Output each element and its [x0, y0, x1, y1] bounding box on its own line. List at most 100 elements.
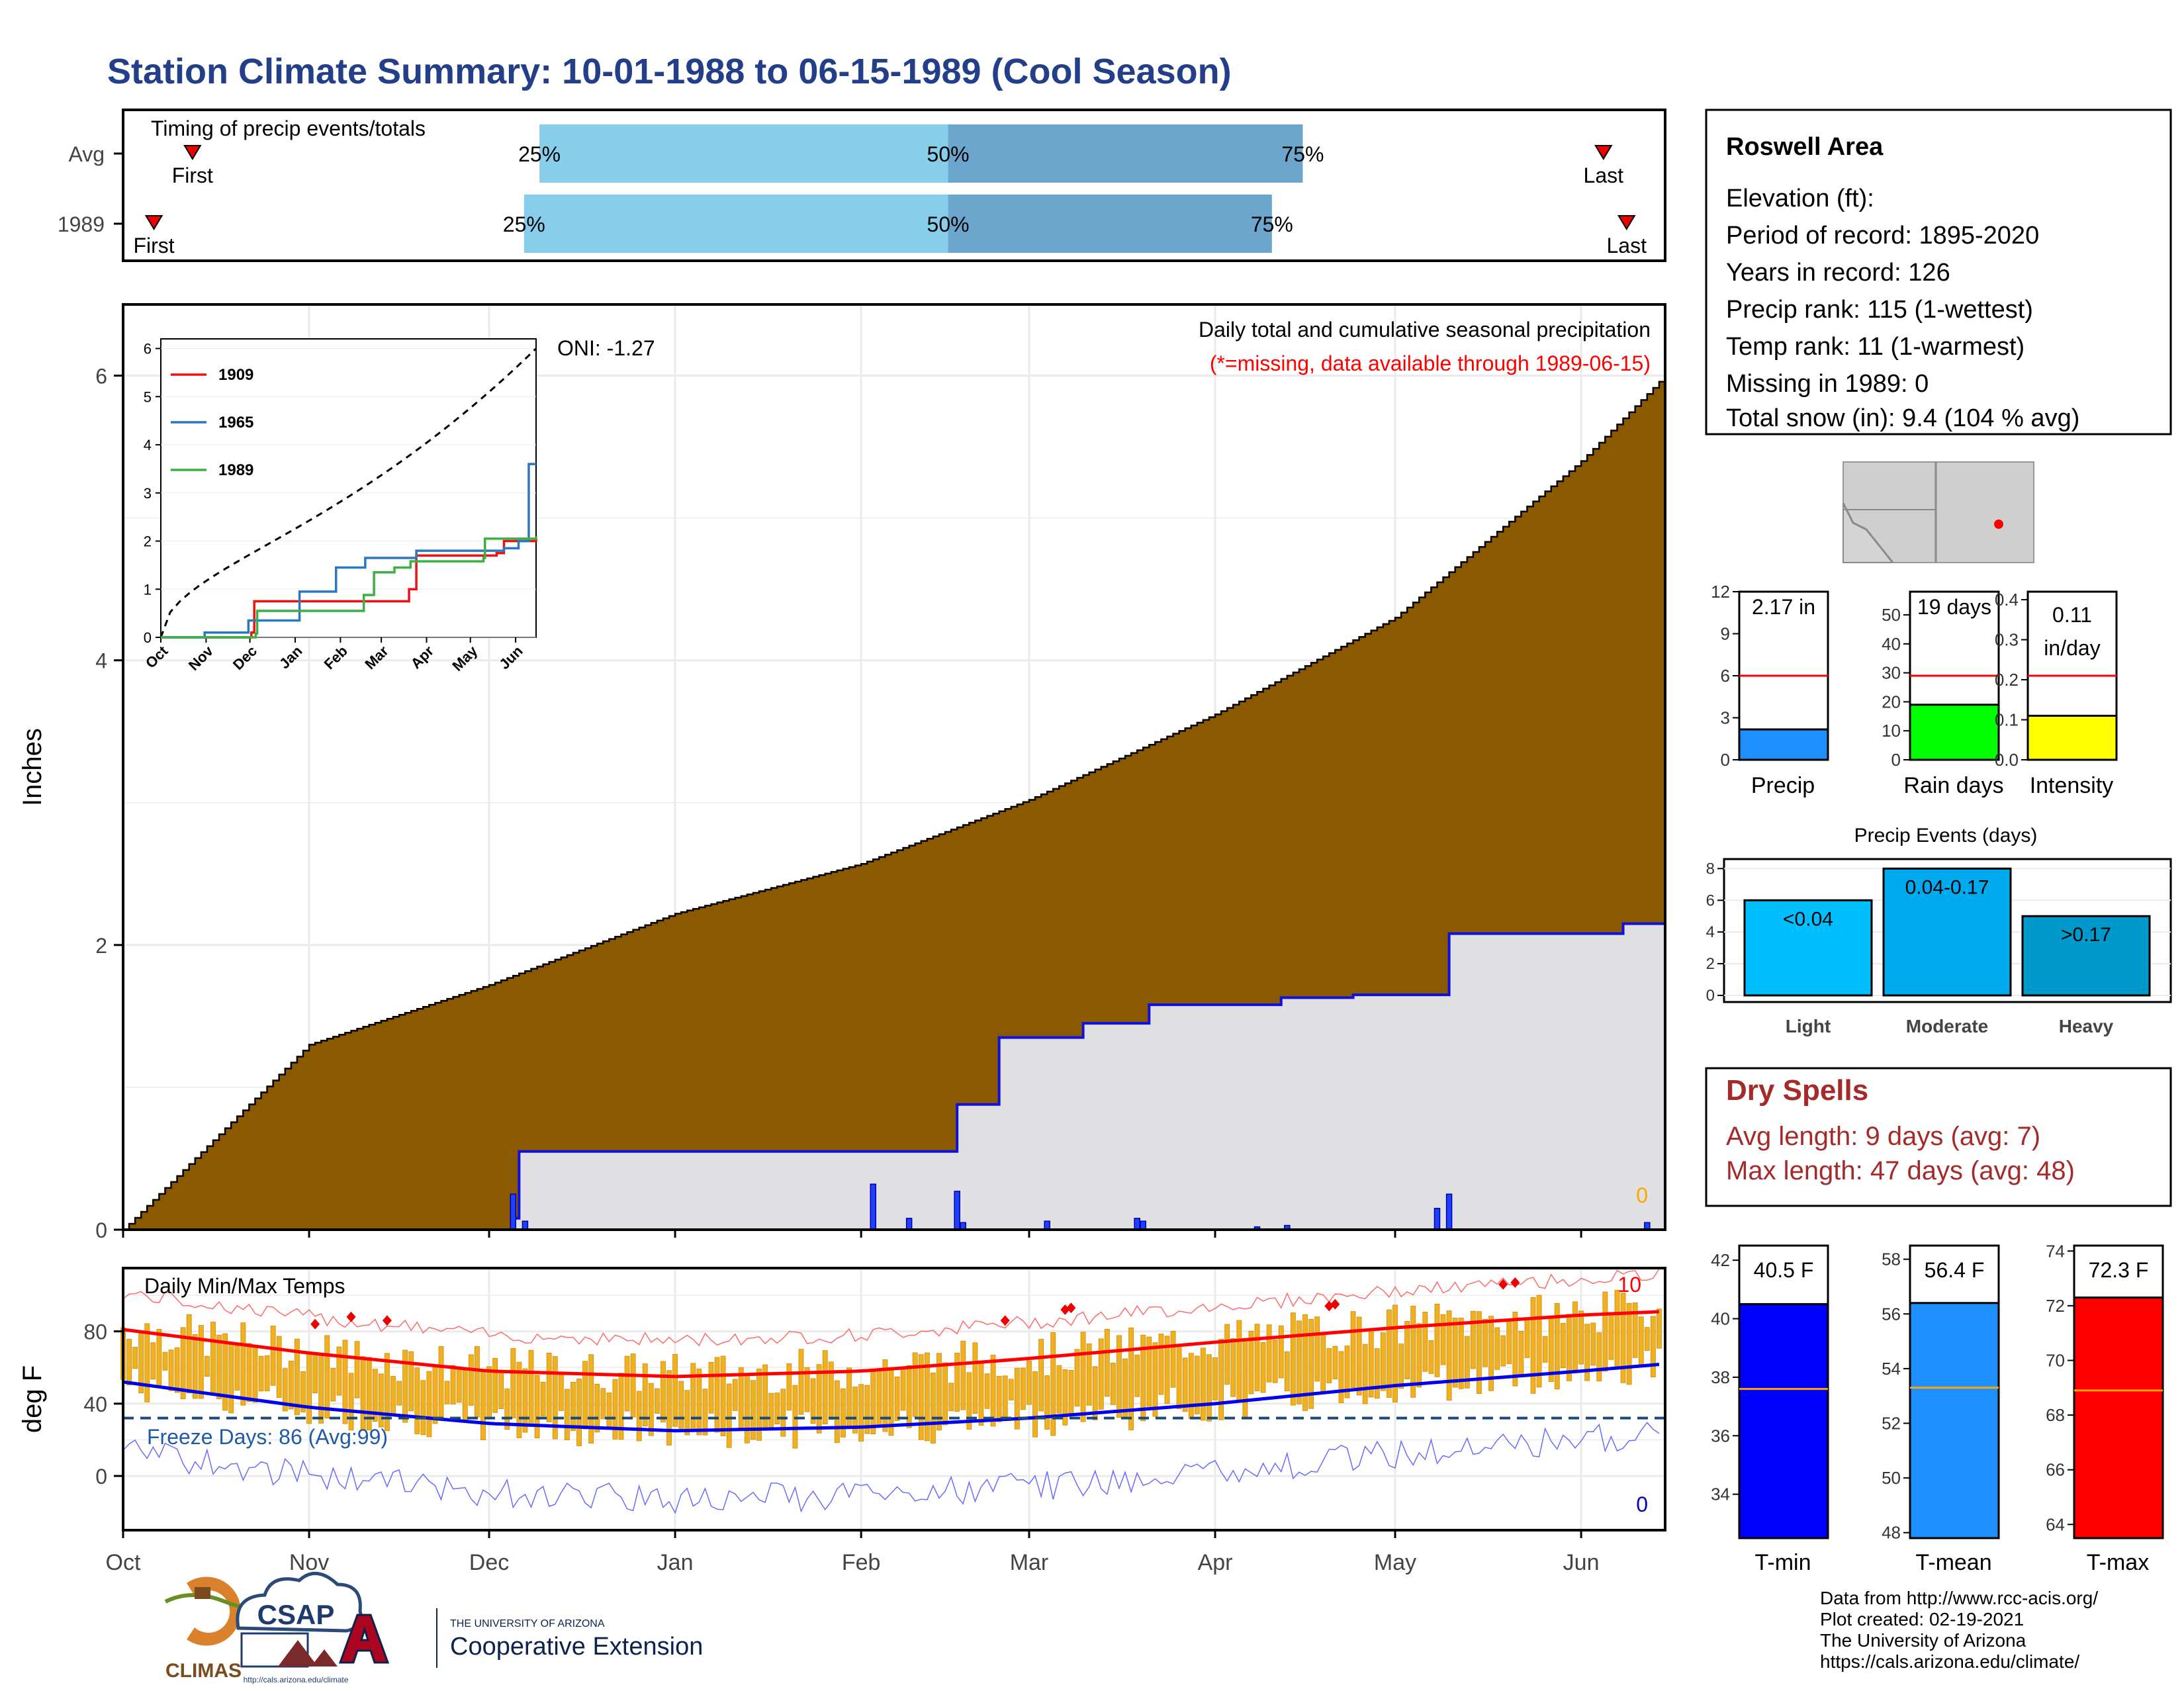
- timing-bar-late: [948, 195, 1272, 253]
- timing-last-marker: [1617, 215, 1636, 230]
- temp-gauge-ytick-label: 74: [2046, 1241, 2065, 1261]
- footer-source: Data from http://www.rcc-acis.org/: [1820, 1588, 2098, 1608]
- dry-spells-max: Max length: 47 days (avg: 48): [1726, 1156, 2075, 1185]
- events-bar-heavy: [2021, 915, 2151, 997]
- timing-first-label: First: [172, 163, 213, 187]
- gauge-ytick-label: 6: [1721, 666, 1730, 686]
- temp-gauge-value-tmean: 56.4 F: [1925, 1258, 1985, 1282]
- temp-gauge-value-tmin: 40.5 F: [1754, 1258, 1814, 1282]
- gauge-ytick-label: 0: [1721, 750, 1730, 770]
- record-high-marker: [382, 1315, 392, 1326]
- page-title: Station Climate Summary: 10-01-1988 to 0…: [107, 52, 1232, 91]
- inset-series-1965: [161, 463, 536, 639]
- footer-url: https://cals.arizona.edu/climate/: [1820, 1651, 2079, 1672]
- inset-ytick-label: 6: [144, 341, 152, 357]
- timing-last-marker: [1594, 145, 1613, 160]
- station-snow: Total snow (in): 9.4 (104 % avg): [1726, 404, 2079, 432]
- avg-min-temp-line: [122, 1363, 1660, 1433]
- timing-row-label: Avg: [68, 142, 105, 166]
- footer-university: The University of Arizona: [1820, 1630, 2026, 1651]
- timing-last-label: Last: [1607, 234, 1647, 257]
- ua-big-text: Cooperative Extension: [450, 1633, 703, 1661]
- inset-ytick-label: 1: [144, 581, 152, 598]
- gauge-ytick-label: 0: [1891, 750, 1901, 770]
- record-high-marker: [1066, 1303, 1076, 1314]
- gauge-value-precip: 2.17 in: [1752, 595, 1815, 619]
- temp-series: [120, 1268, 1665, 1514]
- gauge-value-intensity: 0.11: [2052, 603, 2092, 627]
- temp-gauge-value-tmax: 72.3 F: [2089, 1258, 2149, 1282]
- month-label: Feb: [842, 1550, 881, 1575]
- inset-legend-1909: 1909: [218, 366, 253, 384]
- temp-gauge-ytick-label: 70: [2046, 1350, 2065, 1370]
- gauge-ytick-label: 10: [1882, 721, 1901, 741]
- record-high-marker: [1510, 1277, 1520, 1288]
- gauge-bar-intensity: [2026, 714, 2118, 761]
- daily-precip-bar: [1134, 1218, 1140, 1230]
- temp-gauge-ytick-label: 34: [1711, 1485, 1730, 1504]
- temp-gauge-label-tmax: T-max: [2087, 1550, 2149, 1575]
- events-category-label: Light: [1786, 1016, 1831, 1036]
- temp-gauge-ytick-label: 58: [1882, 1250, 1901, 1269]
- gauge-label-raindays: Rain days: [1903, 773, 2003, 798]
- events-ytick-label: 6: [1706, 891, 1715, 909]
- temp-gauge-ytick-label: 66: [2046, 1460, 2065, 1480]
- footer-created: Plot created: 02-19-2021: [1820, 1609, 2024, 1629]
- gauge-value-raindays: 19 days: [1917, 595, 1991, 619]
- gauge-ytick-label: 30: [1882, 663, 1901, 683]
- timing-panel: Timing of precip events/totals Avg 25% 50%…: [58, 109, 1666, 262]
- record-high-marker: [1330, 1299, 1340, 1310]
- gauge-ytick-label: 40: [1882, 634, 1901, 654]
- record-high-marker: [1498, 1279, 1508, 1290]
- min-record-count: 0: [1636, 1492, 1648, 1516]
- events-bar-value: <0.04: [1783, 908, 1833, 930]
- inset-series-1909: [161, 538, 537, 639]
- timing-p50-label: 50%: [927, 212, 970, 236]
- events-ytick-label: 4: [1706, 923, 1715, 941]
- locator-map: [1842, 461, 2034, 563]
- precip-gauges: 0 3 6 9 12 2.17 in Precip 0 10 20 30 40 50 19 days Rai…: [1711, 582, 2118, 798]
- station-missing: Missing in 1989: 0: [1726, 370, 1929, 398]
- timing-p50-label: 50%: [927, 142, 970, 166]
- station-years: Years in record: 126: [1726, 259, 1950, 287]
- dry-spells-title: Dry Spells: [1726, 1074, 1868, 1107]
- month-label: Nov: [289, 1550, 329, 1575]
- month-label: May: [1374, 1550, 1416, 1575]
- csap-logo-text: CSAP: [257, 1599, 335, 1630]
- temp-gauge-label-tmin: T-min: [1755, 1550, 1811, 1575]
- events-bar-value: >0.17: [2061, 924, 2111, 946]
- avg-max-temp-line: [122, 1310, 1660, 1379]
- temp-gauge-ytick-label: 54: [1882, 1359, 1901, 1379]
- temp-gauge-ytick-label: 48: [1882, 1523, 1901, 1543]
- month-axis-labels: Oct Nov Dec Jan Feb Mar Apr May Jun: [106, 1550, 1600, 1575]
- daily-precip-bar: [1445, 1193, 1453, 1230]
- gauge-bar-precip: [1738, 728, 1829, 761]
- gauge-bar-raindays: [1909, 704, 2000, 761]
- temp-gauge-ytick-label: 52: [1882, 1414, 1901, 1434]
- timing-first-marker: [144, 215, 163, 230]
- inset-ytick-label: 2: [144, 533, 152, 550]
- temp-ytick-label: 80: [83, 1320, 107, 1344]
- daily-precip-bar: [1433, 1207, 1441, 1230]
- precip-missing-count: 0: [1636, 1183, 1648, 1207]
- gauge-ytick-label: 3: [1721, 708, 1730, 728]
- timing-bar-early: [539, 124, 948, 183]
- inset-legend-1989: 1989: [218, 461, 253, 479]
- timing-p75-label: 75%: [1281, 142, 1324, 166]
- temp-gauge-bar-tmean: [1909, 1302, 2000, 1539]
- temp-gauges: 34 36 38 40 42 40.5 F T-min 48 50 52 54 56 58 56.4 F T…: [1711, 1241, 2164, 1575]
- temp-frame: [122, 1267, 1666, 1531]
- inset-ytick-label: 0: [144, 629, 152, 646]
- record-high-marker: [346, 1311, 356, 1322]
- dry-spells-box: Dry Spells Avg length: 9 days (avg: 7) M…: [1705, 1067, 2172, 1207]
- timing-bar-early: [523, 195, 948, 253]
- month-label: Jun: [1563, 1550, 1600, 1575]
- gauge-ytick-label: 0.4: [1995, 590, 2019, 610]
- timing-last-label: Last: [1584, 163, 1624, 187]
- events-bar-light: [1743, 899, 1873, 997]
- station-temp-rank: Temp rank: 11 (1-warmest): [1726, 333, 2025, 361]
- max-record-count: 10: [1617, 1273, 1641, 1297]
- temp-plot-bg: [123, 1268, 1665, 1530]
- inset-frame: [160, 338, 537, 638]
